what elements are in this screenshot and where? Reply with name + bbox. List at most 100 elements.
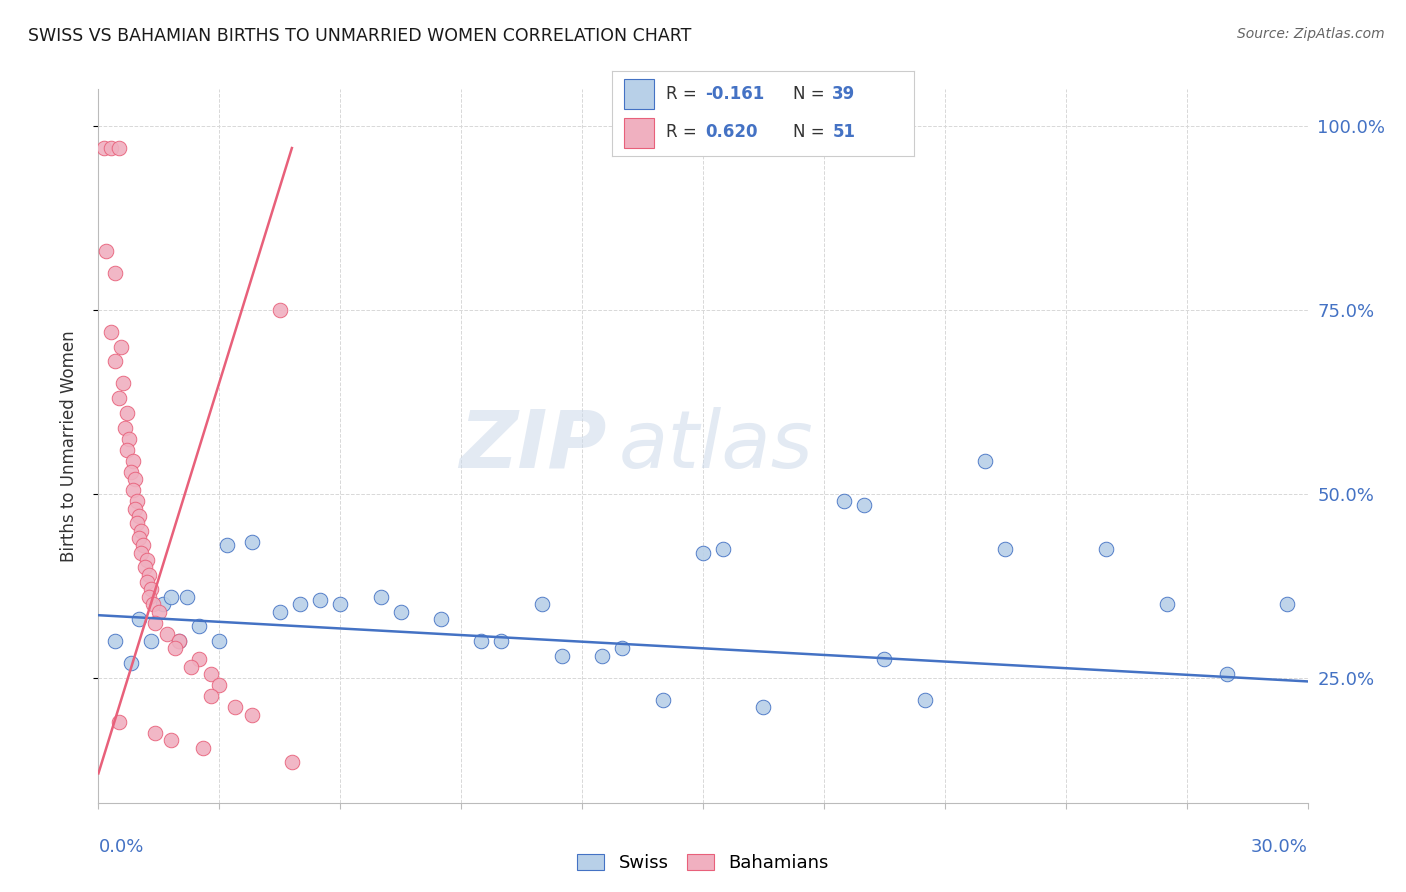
Point [139,582,162,597]
Text: N =: N = [793,123,830,141]
Point [974,453,997,467]
Point [103,266,125,280]
Point [125,516,148,531]
Text: N =: N = [793,85,830,103]
Text: R =: R = [666,123,702,141]
Point [163,641,186,656]
Point [110,340,132,354]
Text: atlas: atlas [619,407,813,485]
Point [430,612,453,626]
Point [125,494,148,508]
Point [107,141,129,155]
Point [288,597,311,611]
Point [128,531,150,545]
Point [143,726,166,740]
Point [470,634,492,648]
Text: ZIP: ZIP [458,407,606,485]
Point [120,465,142,479]
Point [240,707,263,722]
Text: 0.620: 0.620 [706,123,758,141]
Point [142,597,165,611]
Point [240,534,263,549]
Point [118,432,141,446]
Point [208,634,231,648]
Point [1095,541,1118,556]
Point [148,605,170,619]
Point [591,648,613,663]
Point [103,634,125,648]
Point [100,141,122,155]
Point [389,605,412,619]
Point [132,538,155,552]
Point [143,615,166,630]
Point [107,714,129,729]
Point [167,634,190,648]
Point [120,656,142,670]
Text: 30.0%: 30.0% [1251,838,1308,856]
Point [139,634,162,648]
Point [128,612,150,626]
Point [1156,597,1178,611]
Point [129,546,152,560]
Point [115,442,138,457]
Point [309,593,332,607]
Point [491,634,513,648]
Point [135,575,157,590]
Point [188,652,211,666]
Point [329,597,352,611]
Point [612,641,634,656]
Text: R =: R = [666,85,702,103]
Text: 0.0%: 0.0% [98,838,143,856]
Point [994,541,1017,556]
Text: 39: 39 [832,85,855,103]
Point [269,302,291,317]
Point [121,453,143,467]
Point [651,693,673,707]
Point [167,634,190,648]
Text: 51: 51 [832,123,855,141]
Legend: Swiss, Bahamians: Swiss, Bahamians [578,854,828,872]
Point [269,605,291,619]
Text: SWISS VS BAHAMIAN BIRTHS TO UNMARRIED WOMEN CORRELATION CHART: SWISS VS BAHAMIAN BIRTHS TO UNMARRIED WO… [28,27,692,45]
Point [711,541,734,556]
Point [152,597,174,611]
Point [1216,667,1239,681]
Point [530,597,553,611]
Point [128,508,150,523]
Point [873,652,896,666]
Point [853,498,876,512]
Point [188,619,211,633]
Point [752,700,775,714]
Point [107,391,129,405]
Point [103,354,125,368]
Point [193,740,215,755]
Point [217,538,239,552]
Point [115,406,138,420]
Point [208,678,231,692]
Point [200,689,222,703]
Point [160,733,183,747]
Point [692,546,714,560]
Point [138,590,160,604]
Point [551,648,574,663]
Point [114,420,136,434]
Text: Source: ZipAtlas.com: Source: ZipAtlas.com [1237,27,1385,41]
Point [134,560,156,574]
FancyBboxPatch shape [624,79,654,109]
Y-axis label: Births to Unmarried Women: Births to Unmarried Women [59,330,77,562]
Point [100,325,122,339]
Text: -0.161: -0.161 [706,85,765,103]
Point [156,626,179,640]
Point [129,524,152,538]
Point [124,501,146,516]
Point [93,141,115,155]
Point [281,756,304,770]
Point [124,472,146,486]
Point [180,659,202,673]
Point [200,667,222,681]
Point [111,376,134,391]
Point [370,590,392,604]
Point [135,553,157,567]
Point [96,244,118,258]
Point [832,494,855,508]
